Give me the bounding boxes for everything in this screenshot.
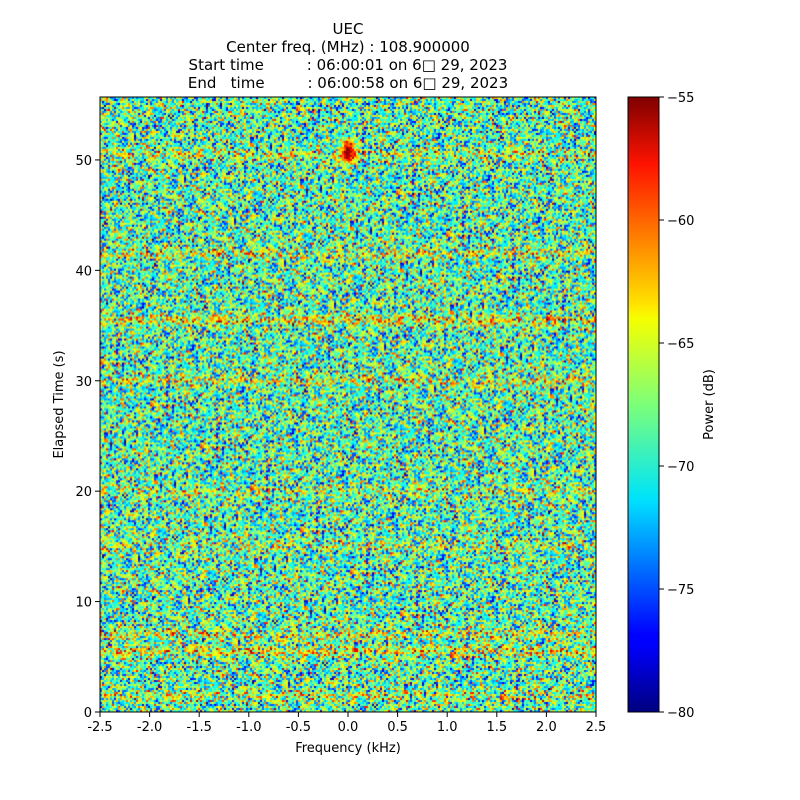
y-tick-label: 10 [75, 596, 92, 611]
center-freq-line: Center freq. (MHz) : 108.900000 [226, 38, 470, 56]
start-time-line: Start time : 06:00:01 on 6□ 29, 2023 [188, 56, 508, 74]
chart-title: UEC [332, 20, 364, 38]
x-tick-label: -1.0 [236, 720, 261, 735]
x-tick-label: 0.5 [387, 720, 408, 735]
x-tick-label: -0.5 [286, 720, 311, 735]
y-tick-label: 20 [75, 485, 92, 500]
end-time-line: End time : 06:00:58 on 6□ 29, 2023 [187, 74, 509, 92]
y-axis-label: Elapsed Time (s) [52, 350, 67, 458]
colorbar-tick-label: −55 [667, 91, 694, 106]
x-tick-label: 2.0 [536, 720, 557, 735]
colorbar-tick-label: −70 [667, 460, 694, 475]
colorbar-frame [627, 96, 660, 713]
x-tick-label: -1.5 [187, 720, 212, 735]
colorbar-tick-label: −60 [667, 214, 694, 229]
title-block: UEC Center freq. (MHz) : 108.900000 Star… [100, 20, 596, 92]
x-tick-label: 0.0 [338, 720, 359, 735]
x-tick-label: -2.0 [137, 720, 162, 735]
colorbar-label: Power (dB) [702, 369, 717, 440]
x-tick-label: 1.5 [486, 720, 507, 735]
colorbar-tick-label: −65 [667, 337, 694, 352]
x-axis-label: Frequency (kHz) [295, 741, 401, 756]
colorbar-axis: −80 −75 −70 −65 −60 −55 [659, 91, 694, 721]
y-tick-label: 50 [75, 154, 92, 169]
spectrogram-heatmap [100, 97, 596, 712]
x-tick-label: 2.5 [586, 720, 607, 735]
y-tick-label: 40 [75, 264, 92, 279]
x-tick-label: -2.5 [87, 720, 112, 735]
y-tick-label: 30 [75, 375, 92, 390]
heatmap-image [100, 97, 596, 712]
colorbar-tick-label: −75 [667, 583, 694, 598]
x-axis: -2.5 -2.0 -1.5 -1.0 -0.5 0.0 0.5 1.0 1.5 2.0 2.5 [87, 712, 606, 735]
y-tick-label: 0 [84, 706, 92, 721]
y-axis: 0 10 20 30 40 50 [75, 154, 100, 721]
x-tick-label: 1.0 [437, 720, 458, 735]
colorbar [628, 97, 659, 712]
colorbar-tick-label: −80 [667, 706, 694, 721]
